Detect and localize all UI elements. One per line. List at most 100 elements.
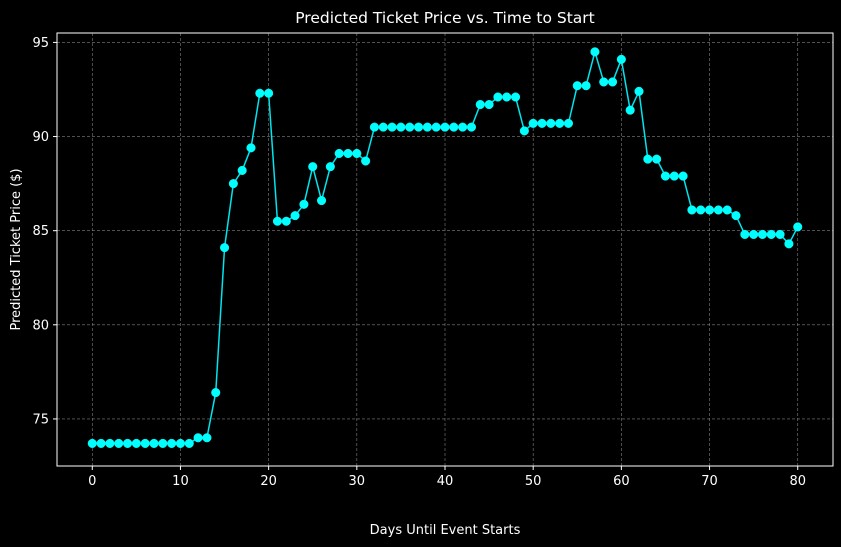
data-point: [669, 171, 679, 181]
data-point: [740, 229, 750, 239]
chart-title: Predicted Ticket Price vs. Time to Start: [295, 9, 595, 27]
x-tick-label: 80: [789, 474, 806, 489]
data-point: [316, 196, 327, 206]
data-point: [140, 438, 150, 448]
data-point: [272, 216, 283, 226]
y-tick-label: 90: [32, 130, 49, 145]
data-point: [105, 438, 115, 448]
data-point: [749, 229, 759, 239]
data-point: [352, 148, 362, 159]
data-point: [493, 92, 503, 102]
data-point: [722, 205, 732, 215]
x-tick-label: 50: [525, 474, 542, 489]
data-point: [96, 438, 106, 448]
data-point: [625, 105, 635, 115]
data-point: [87, 438, 97, 448]
data-point: [766, 229, 776, 239]
data-series: [87, 47, 803, 448]
data-point: [290, 211, 300, 221]
data-point: [696, 205, 706, 215]
x-tick-label: 20: [260, 474, 277, 489]
data-point: [466, 122, 477, 132]
y-tick-label: 85: [32, 224, 49, 239]
data-point: [537, 118, 547, 128]
data-point: [255, 88, 265, 98]
data-point: [343, 148, 353, 159]
data-point: [616, 54, 626, 64]
data-point: [405, 122, 415, 132]
data-point: [475, 99, 485, 110]
x-axis-label: Days Until Event Starts: [370, 523, 521, 538]
data-point: [757, 229, 768, 239]
x-tick-label: 40: [437, 474, 454, 489]
data-point: [325, 162, 335, 172]
data-point: [572, 81, 582, 91]
data-point: [775, 229, 785, 239]
data-point: [122, 438, 133, 448]
data-point: [184, 438, 194, 448]
data-point: [334, 148, 344, 159]
grid-lines: [57, 33, 833, 466]
data-point: [713, 205, 723, 215]
data-point: [378, 122, 388, 132]
data-point: [458, 122, 468, 132]
data-point: [308, 162, 318, 172]
data-point: [704, 205, 715, 215]
data-point: [422, 122, 432, 132]
data-point: [167, 438, 177, 448]
data-point: [396, 122, 406, 132]
axis-ticks: 0 10 20 30 40 50 60 70 80 75 80 85 90 95: [32, 36, 806, 489]
x-tick-label: 70: [701, 474, 718, 489]
y-tick-label: 80: [32, 318, 49, 333]
data-point: [413, 122, 424, 132]
data-point: [519, 126, 529, 136]
data-point: [784, 239, 794, 249]
data-point: [528, 118, 538, 128]
data-point: [590, 47, 600, 57]
data-point: [660, 171, 671, 181]
y-tick-label: 95: [32, 36, 49, 51]
data-point: [237, 165, 247, 175]
data-point: [607, 77, 618, 87]
data-point: [555, 118, 565, 128]
data-point: [687, 205, 697, 215]
data-point: [202, 433, 212, 443]
data-point: [387, 122, 397, 132]
data-point: [510, 92, 521, 102]
data-point: [431, 122, 441, 132]
data-point: [299, 199, 309, 209]
data-point: [158, 438, 168, 448]
data-point: [228, 179, 238, 189]
x-tick-label: 0: [88, 474, 96, 489]
data-point: [131, 438, 141, 448]
data-point: [264, 88, 274, 98]
x-tick-label: 10: [172, 474, 189, 489]
data-point: [652, 154, 662, 164]
data-point: [361, 156, 371, 166]
data-point: [211, 388, 221, 398]
data-point: [440, 122, 450, 132]
y-axis-label: Predicted Ticket Price ($): [9, 168, 24, 330]
data-point: [449, 122, 459, 132]
y-tick-label: 75: [32, 412, 49, 427]
data-point: [484, 99, 494, 110]
data-point: [149, 438, 159, 448]
data-point: [219, 243, 230, 253]
data-point: [502, 92, 512, 102]
data-point: [281, 216, 291, 226]
data-point: [546, 118, 556, 128]
x-tick-label: 30: [349, 474, 366, 489]
data-point: [643, 154, 653, 164]
data-point: [114, 438, 124, 448]
data-point: [634, 86, 644, 96]
data-point: [678, 171, 688, 181]
data-point: [563, 118, 574, 128]
data-point: [175, 438, 186, 448]
data-point: [193, 433, 203, 443]
data-point: [246, 143, 256, 153]
data-point: [581, 81, 591, 91]
data-point: [369, 122, 380, 132]
data-point: [599, 77, 609, 87]
data-point: [793, 222, 803, 232]
